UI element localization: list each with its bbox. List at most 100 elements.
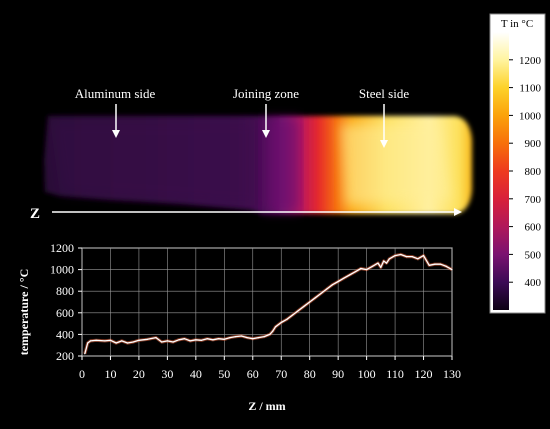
data-point	[434, 263, 436, 265]
data-point	[354, 271, 356, 273]
data-point	[422, 255, 425, 257]
data-point	[166, 340, 168, 342]
data-point	[189, 340, 191, 342]
colorbar: T in °C 400 500 600 700 800 900 1000 1100 1200	[489, 13, 546, 314]
data-point	[320, 292, 322, 294]
colorbar-gradient	[493, 32, 509, 310]
x-tick-label: 0	[79, 367, 85, 381]
data-point	[274, 326, 277, 328]
data-point	[172, 341, 174, 343]
data-point	[360, 267, 362, 270]
x-tick-label: 60	[247, 367, 259, 381]
y-axis-title: temperature / °C	[17, 269, 31, 356]
data-point	[126, 342, 129, 344]
data-point	[377, 262, 379, 264]
x-tick-label: 10	[104, 367, 116, 381]
data-point	[297, 310, 299, 312]
x-tick-label: 100	[358, 367, 376, 381]
data-point	[388, 258, 390, 260]
data-point	[206, 338, 208, 340]
data-point	[385, 262, 388, 264]
data-point	[366, 269, 368, 271]
x-axis-title: Z / mm	[248, 399, 285, 413]
data-point	[229, 337, 231, 339]
x-tick-label: 40	[190, 367, 202, 381]
data-point	[326, 288, 328, 290]
data-point	[417, 258, 419, 260]
data-point	[218, 338, 220, 340]
data-point	[411, 256, 413, 258]
data-point	[371, 265, 373, 267]
data-point	[337, 280, 339, 283]
colorbar-title: T in °C	[501, 18, 533, 30]
x-tick-label: 80	[304, 367, 316, 381]
aluminum-side-label: Aluminum side	[75, 86, 156, 101]
data-point	[331, 284, 334, 286]
colorbar-tick-label: 400	[525, 277, 542, 289]
colorbar-tick-label: 700	[525, 194, 542, 206]
x-tick-label: 120	[415, 367, 433, 381]
data-point	[104, 340, 106, 342]
x-tick-label: 90	[332, 367, 344, 381]
data-point	[348, 274, 351, 276]
x-tick-label: 20	[133, 367, 145, 381]
data-point	[257, 337, 260, 339]
colorbar-tick-label: 900	[525, 138, 542, 150]
colorbar-tick-label: 1000	[519, 110, 542, 122]
data-point	[292, 314, 294, 316]
data-point	[400, 253, 402, 256]
data-point	[428, 264, 430, 266]
y-tick-label: 200	[56, 349, 74, 363]
data-point	[269, 333, 271, 335]
data-point	[314, 297, 316, 299]
data-point	[272, 330, 274, 332]
data-point	[451, 269, 453, 271]
data-point	[89, 340, 92, 342]
colorbar-tick-label: 600	[525, 222, 542, 234]
data-point	[178, 339, 180, 341]
y-tick-label: 1000	[50, 263, 74, 277]
data-point	[343, 277, 345, 279]
x-tick-label: 130	[443, 367, 461, 381]
data-point	[309, 301, 311, 303]
data-point	[87, 342, 89, 344]
data-point	[235, 336, 237, 338]
data-point	[303, 305, 305, 307]
data-point	[109, 339, 112, 341]
data-point	[286, 318, 288, 320]
data-point	[146, 338, 149, 340]
y-tick-label: 1200	[50, 241, 74, 255]
data-point	[115, 342, 117, 344]
data-point	[383, 260, 385, 262]
data-point	[440, 263, 442, 265]
data-point	[263, 336, 265, 338]
series-line	[84, 253, 453, 354]
data-point	[95, 339, 97, 341]
y-tick-label: 800	[56, 284, 74, 298]
line-chart: 0 10 20 30 40 50 60 70 80 90 100 110 120 130 200 400 60…	[17, 241, 461, 413]
data-point	[223, 338, 225, 340]
x-tick-label: 110	[386, 367, 404, 381]
data-point	[84, 353, 86, 355]
y-tick-label: 400	[56, 327, 74, 341]
colorbar-tick-label: 800	[525, 166, 542, 178]
data-point	[161, 341, 163, 343]
data-point	[246, 337, 248, 339]
data-point	[240, 335, 242, 337]
data-point	[195, 339, 197, 341]
data-point	[121, 340, 123, 342]
data-point	[155, 337, 157, 339]
data-point	[252, 338, 254, 340]
joining-zone-label: Joining zone	[233, 86, 299, 101]
plot-area	[81, 247, 453, 357]
data-point	[138, 339, 140, 341]
x-tick-label: 50	[218, 367, 230, 381]
data-point	[183, 338, 186, 340]
data-point	[212, 339, 214, 341]
thermal-rod	[44, 116, 472, 214]
colorbar-tick-label: 1100	[519, 83, 541, 95]
x-tick-label: 70	[275, 367, 287, 381]
steel-side-label: Steel side	[359, 86, 409, 101]
data-point	[280, 321, 282, 324]
